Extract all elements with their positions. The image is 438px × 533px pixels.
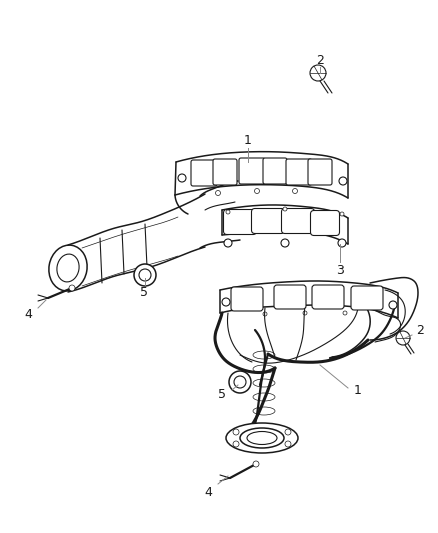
Circle shape	[178, 174, 186, 182]
FancyBboxPatch shape	[239, 158, 265, 184]
Circle shape	[285, 441, 291, 447]
FancyBboxPatch shape	[311, 211, 339, 236]
Circle shape	[303, 311, 307, 315]
Circle shape	[293, 189, 297, 193]
Circle shape	[222, 298, 230, 306]
FancyBboxPatch shape	[191, 160, 217, 186]
Text: 3: 3	[336, 263, 344, 277]
FancyBboxPatch shape	[308, 159, 332, 185]
Circle shape	[233, 441, 239, 447]
Ellipse shape	[49, 245, 87, 291]
Circle shape	[310, 65, 326, 81]
Circle shape	[281, 239, 289, 247]
Text: 5: 5	[218, 389, 226, 401]
Circle shape	[396, 331, 410, 345]
FancyBboxPatch shape	[351, 286, 383, 310]
Circle shape	[283, 207, 287, 211]
Ellipse shape	[240, 428, 284, 448]
Circle shape	[343, 311, 347, 315]
Circle shape	[340, 212, 344, 216]
Text: 5: 5	[140, 286, 148, 298]
Circle shape	[338, 239, 346, 247]
FancyBboxPatch shape	[263, 158, 287, 184]
FancyBboxPatch shape	[312, 285, 344, 309]
FancyBboxPatch shape	[223, 209, 257, 235]
Text: 2: 2	[316, 53, 324, 67]
Circle shape	[263, 312, 267, 316]
Circle shape	[139, 269, 151, 281]
FancyBboxPatch shape	[282, 208, 314, 233]
Circle shape	[224, 239, 232, 247]
FancyBboxPatch shape	[286, 159, 312, 185]
Circle shape	[285, 429, 291, 435]
Text: 1: 1	[354, 384, 362, 397]
FancyBboxPatch shape	[213, 159, 237, 185]
Text: 2: 2	[416, 324, 424, 336]
Circle shape	[229, 371, 251, 393]
Circle shape	[134, 264, 156, 286]
FancyBboxPatch shape	[231, 287, 263, 311]
Ellipse shape	[247, 432, 277, 445]
Circle shape	[226, 210, 230, 214]
Circle shape	[69, 285, 75, 291]
Circle shape	[339, 177, 347, 185]
Text: 4: 4	[24, 309, 32, 321]
Circle shape	[254, 189, 259, 193]
Ellipse shape	[57, 254, 79, 282]
Circle shape	[234, 376, 246, 388]
Circle shape	[233, 429, 239, 435]
Ellipse shape	[226, 423, 298, 453]
Text: 4: 4	[204, 486, 212, 498]
FancyBboxPatch shape	[274, 285, 306, 309]
Circle shape	[389, 301, 397, 309]
Circle shape	[253, 461, 259, 467]
Text: 1: 1	[244, 133, 252, 147]
Circle shape	[215, 190, 220, 196]
FancyBboxPatch shape	[251, 208, 285, 233]
Polygon shape	[235, 426, 290, 449]
